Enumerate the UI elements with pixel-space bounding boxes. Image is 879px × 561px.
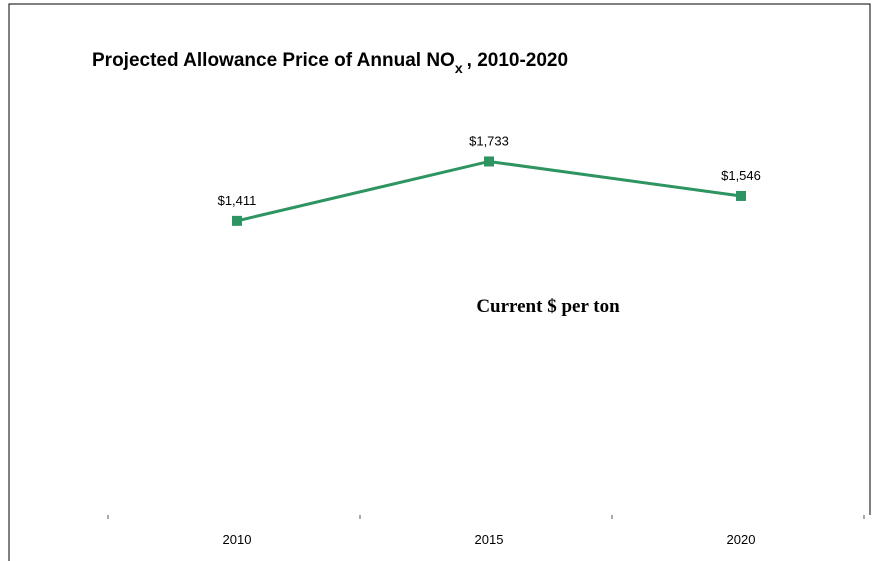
value-label: $1,733: [469, 133, 509, 148]
annotation: Current $ per ton: [476, 296, 620, 317]
value-label: $1,546: [721, 168, 761, 183]
data-line: [236, 159, 742, 223]
title-main: Projected Allowance Price of Annual NO: [92, 50, 455, 71]
marker: [232, 215, 242, 226]
title-suffix: , 2010-2020: [467, 50, 568, 71]
x-tick-label: 2010: [223, 532, 252, 547]
chart-title: Projected Allowance Price of Annual NOx,…: [92, 50, 568, 76]
x-tick-label: 2015: [475, 532, 504, 547]
title-subscript: x: [455, 60, 463, 76]
marker: [484, 156, 494, 167]
value-label: $1,411: [218, 193, 257, 208]
x-tick-label: 2020: [727, 532, 756, 547]
frame: [8, 3, 871, 561]
marker: [736, 190, 746, 201]
